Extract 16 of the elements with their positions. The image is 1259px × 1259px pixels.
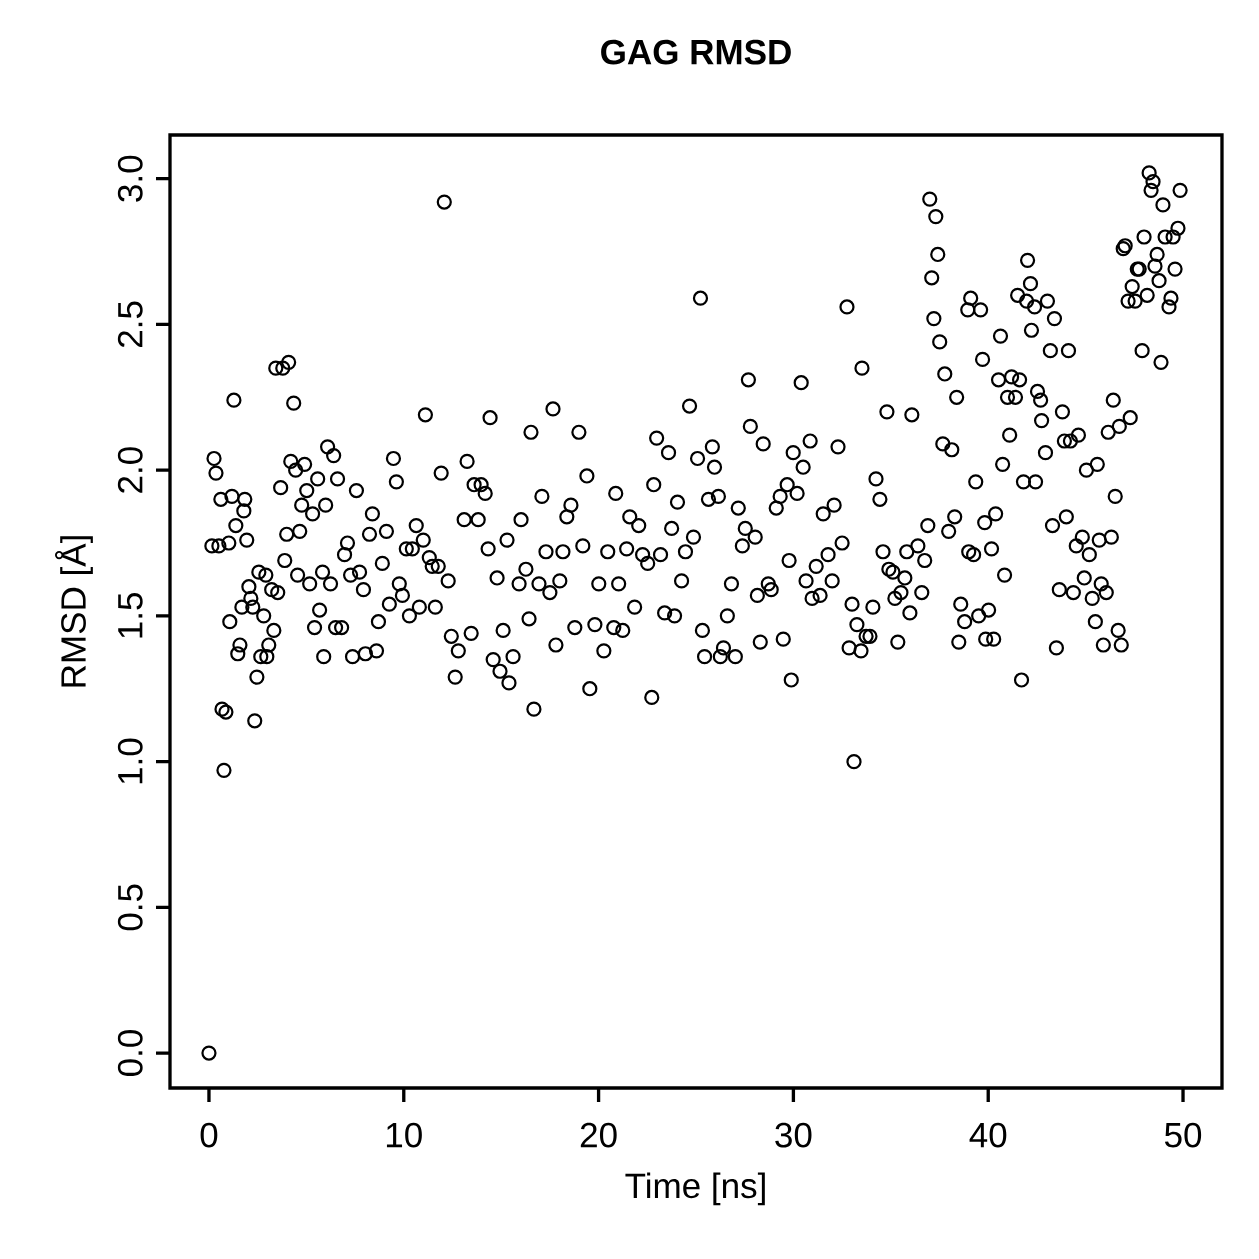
y-tick-label: 3.0	[117, 155, 143, 202]
y-tick-label: 0.5	[117, 884, 143, 931]
y-tick-label: 2.5	[117, 301, 143, 348]
y-tick-label: 2.0	[117, 447, 143, 493]
x-tick-label: 0	[200, 1122, 218, 1148]
x-tick-label: 50	[1164, 1122, 1202, 1148]
x-tick-label: 10	[386, 1122, 422, 1148]
y-axis-title: RMSD [Å]	[54, 536, 93, 687]
y-tick-label: 1.5	[118, 592, 143, 638]
x-tick-label: 30	[775, 1122, 812, 1148]
chart-title: GAG RMSD	[601, 39, 791, 65]
y-tick-label: 1.0	[117, 738, 143, 784]
y-tick-label: 0.0	[117, 1030, 143, 1076]
x-tick-label: 20	[580, 1122, 617, 1148]
x-tick-label: 40	[969, 1122, 1007, 1148]
x-axis-title: Time [ns]	[625, 1172, 765, 1206]
